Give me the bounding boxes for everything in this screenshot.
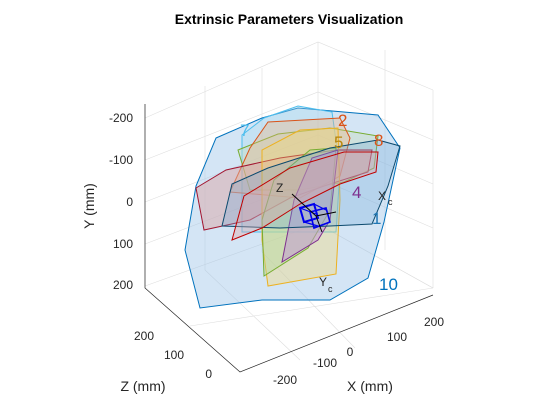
plane-label-8: 8 (374, 131, 383, 150)
camera-axis-y-sub: c (328, 284, 333, 294)
plane-label-2: 2 (338, 111, 347, 130)
y-tick: 0 (126, 195, 133, 209)
y-tick: -100 (109, 153, 133, 167)
x-axis-label: X (mm) (347, 378, 393, 394)
y-tick: 100 (113, 237, 133, 251)
camera: Z X c Y c (276, 181, 393, 294)
y-tick: 200 (113, 278, 133, 292)
plane-red (231, 151, 379, 241)
x-tick: -100 (313, 356, 337, 370)
plane-label-4: 4 (352, 183, 361, 202)
camera-axis-x-sub: c (388, 197, 393, 207)
plane-labels: 7 2 5 8 4 1 10 (240, 111, 398, 294)
camera-axis-z: Z (276, 181, 283, 195)
camera-axis-y: Y (319, 275, 327, 289)
plane-label-5: 5 (334, 133, 343, 152)
y-tick: -200 (109, 111, 133, 125)
z-axis-label: Z (mm) (120, 378, 165, 394)
plane-label-7: 7 (240, 121, 249, 140)
y-axis: -200 -100 0 100 200 Y (mm) (81, 111, 133, 292)
camera-axis-x: X (378, 189, 386, 203)
x-tick: 100 (387, 330, 407, 344)
z-tick: 0 (205, 367, 212, 381)
x-axis: -200 -100 0 100 200 X (mm) (273, 315, 444, 394)
chart-title: Extrinsic Parameters Visualization (175, 11, 404, 27)
calibration-planes (184, 105, 401, 309)
z-axis: 200 100 0 Z (mm) (120, 329, 212, 394)
plane-label-10: 10 (379, 275, 398, 294)
x-tick: 0 (347, 345, 354, 359)
plane-label-1: 1 (372, 209, 381, 228)
y-axis-label: Y (mm) (81, 183, 97, 229)
z-tick: 100 (164, 348, 184, 362)
x-tick: 200 (424, 315, 444, 329)
x-tick: -200 (273, 373, 297, 387)
z-tick: 200 (134, 329, 154, 343)
